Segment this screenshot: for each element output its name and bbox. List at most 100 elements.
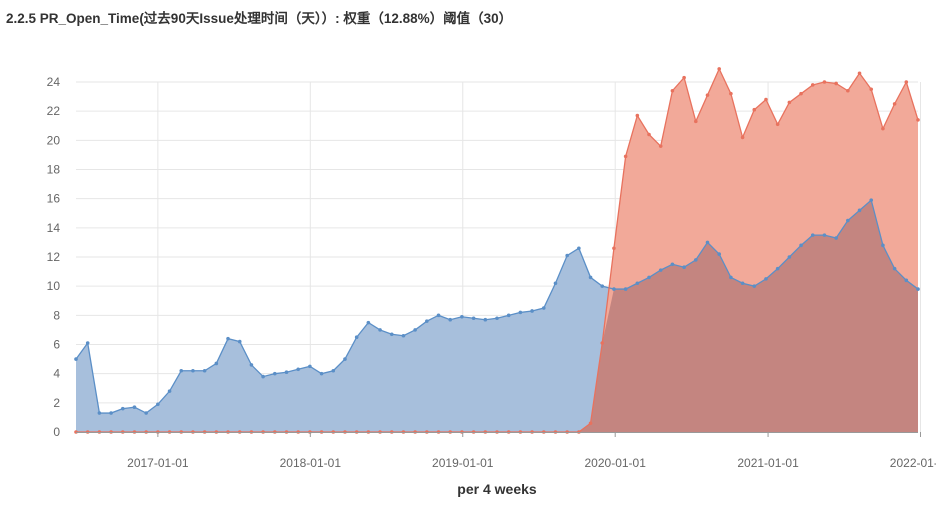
data-point-red bbox=[588, 421, 593, 426]
data-point-red bbox=[717, 67, 721, 71]
data-point-red bbox=[635, 113, 640, 118]
data-point-red bbox=[799, 91, 803, 96]
data-point-blue bbox=[132, 405, 137, 410]
y-tick-label: 0 bbox=[53, 425, 60, 439]
data-point-blue bbox=[869, 198, 874, 202]
data-point-blue bbox=[846, 218, 850, 223]
x-tick-label: 2017-01-01 bbox=[127, 456, 189, 470]
data-point-blue bbox=[904, 278, 909, 283]
data-point-blue bbox=[541, 306, 546, 310]
data-point-blue bbox=[635, 281, 640, 286]
data-point-red bbox=[705, 93, 710, 97]
data-point-blue bbox=[892, 266, 897, 271]
data-point-red bbox=[623, 154, 628, 159]
data-point-blue bbox=[530, 309, 534, 313]
data-point-blue bbox=[495, 316, 499, 321]
data-point-blue bbox=[553, 281, 558, 286]
y-tick-label: 16 bbox=[47, 192, 61, 206]
data-point-blue bbox=[179, 368, 184, 373]
data-point-blue bbox=[354, 335, 359, 340]
data-point-blue bbox=[460, 314, 464, 319]
x-axis-label: per 4 weeks bbox=[457, 481, 537, 497]
data-point-blue bbox=[729, 275, 733, 280]
data-point-blue bbox=[191, 368, 195, 373]
y-tick-label: 8 bbox=[53, 308, 60, 322]
data-point-blue bbox=[261, 374, 265, 379]
data-point-blue bbox=[588, 275, 593, 280]
data-point-red bbox=[810, 83, 815, 87]
data-point-red bbox=[729, 91, 733, 96]
data-point-blue bbox=[401, 333, 406, 338]
data-point-blue bbox=[85, 341, 90, 345]
data-point-blue bbox=[483, 317, 488, 322]
data-point-red bbox=[881, 126, 885, 131]
data-point-blue bbox=[296, 367, 300, 372]
data-point-blue bbox=[378, 328, 382, 332]
data-point-blue bbox=[214, 361, 219, 366]
data-point-blue bbox=[775, 266, 780, 271]
data-point-blue bbox=[518, 310, 523, 315]
data-point-red bbox=[647, 132, 651, 137]
data-point-red bbox=[740, 135, 745, 140]
x-tick-label: 2022-01-01 bbox=[890, 456, 936, 470]
data-point-blue bbox=[109, 411, 113, 415]
data-point-blue bbox=[787, 255, 792, 259]
x-tick-label: 2020-01-01 bbox=[585, 456, 647, 470]
data-point-blue bbox=[448, 317, 453, 322]
data-point-blue bbox=[202, 368, 207, 373]
data-point-blue bbox=[694, 258, 698, 262]
data-point-blue bbox=[471, 316, 476, 321]
series-areas bbox=[76, 68, 918, 432]
data-point-blue bbox=[705, 240, 710, 245]
data-point-blue bbox=[389, 332, 394, 337]
data-point-blue bbox=[120, 406, 125, 411]
data-point-blue bbox=[144, 411, 148, 415]
data-point-blue bbox=[366, 320, 371, 325]
data-point-blue bbox=[647, 275, 651, 280]
data-point-red bbox=[846, 88, 850, 93]
data-point-blue bbox=[284, 370, 289, 375]
data-point-red bbox=[600, 341, 605, 345]
x-tick-label: 2019-01-01 bbox=[432, 456, 494, 470]
y-tick-label: 24 bbox=[47, 75, 61, 89]
data-point-red bbox=[857, 71, 862, 76]
chart-title: 2.2.5 PR_Open_Time(过去90天Issue处理时间（天））: 权… bbox=[6, 11, 513, 26]
data-point-blue bbox=[273, 371, 277, 376]
data-point-blue bbox=[436, 313, 441, 318]
data-point-blue bbox=[857, 208, 862, 213]
data-point-blue bbox=[425, 319, 429, 323]
data-point-blue bbox=[682, 265, 686, 270]
data-point-blue bbox=[764, 277, 768, 281]
data-point-blue bbox=[799, 243, 803, 248]
data-point-blue bbox=[226, 336, 230, 341]
data-point-blue bbox=[916, 287, 920, 291]
data-point-red bbox=[612, 246, 616, 251]
data-point-red bbox=[916, 118, 920, 122]
data-point-blue bbox=[658, 268, 663, 272]
data-point-red bbox=[694, 119, 698, 124]
y-tick-label: 12 bbox=[47, 250, 61, 264]
data-point-blue bbox=[237, 339, 242, 344]
data-point-blue bbox=[810, 233, 815, 237]
data-point-blue bbox=[156, 402, 160, 407]
data-point-blue bbox=[319, 371, 324, 376]
y-tick-label: 2 bbox=[53, 396, 60, 410]
data-point-red bbox=[822, 80, 827, 84]
y-tick-label: 22 bbox=[47, 104, 61, 118]
data-point-blue bbox=[249, 363, 254, 367]
y-tick-label: 14 bbox=[47, 221, 61, 235]
data-point-blue bbox=[577, 246, 581, 251]
data-point-blue bbox=[717, 252, 721, 256]
data-point-blue bbox=[600, 284, 605, 288]
data-point-blue bbox=[565, 253, 569, 258]
data-point-red bbox=[764, 97, 768, 102]
series-area-overlap bbox=[76, 200, 918, 432]
data-point-red bbox=[682, 75, 686, 80]
y-tick-label: 20 bbox=[47, 133, 61, 147]
data-point-blue bbox=[670, 262, 675, 267]
data-point-blue bbox=[331, 368, 336, 373]
x-tick-label: 2021-01-01 bbox=[737, 456, 799, 470]
data-point-red bbox=[904, 80, 909, 84]
